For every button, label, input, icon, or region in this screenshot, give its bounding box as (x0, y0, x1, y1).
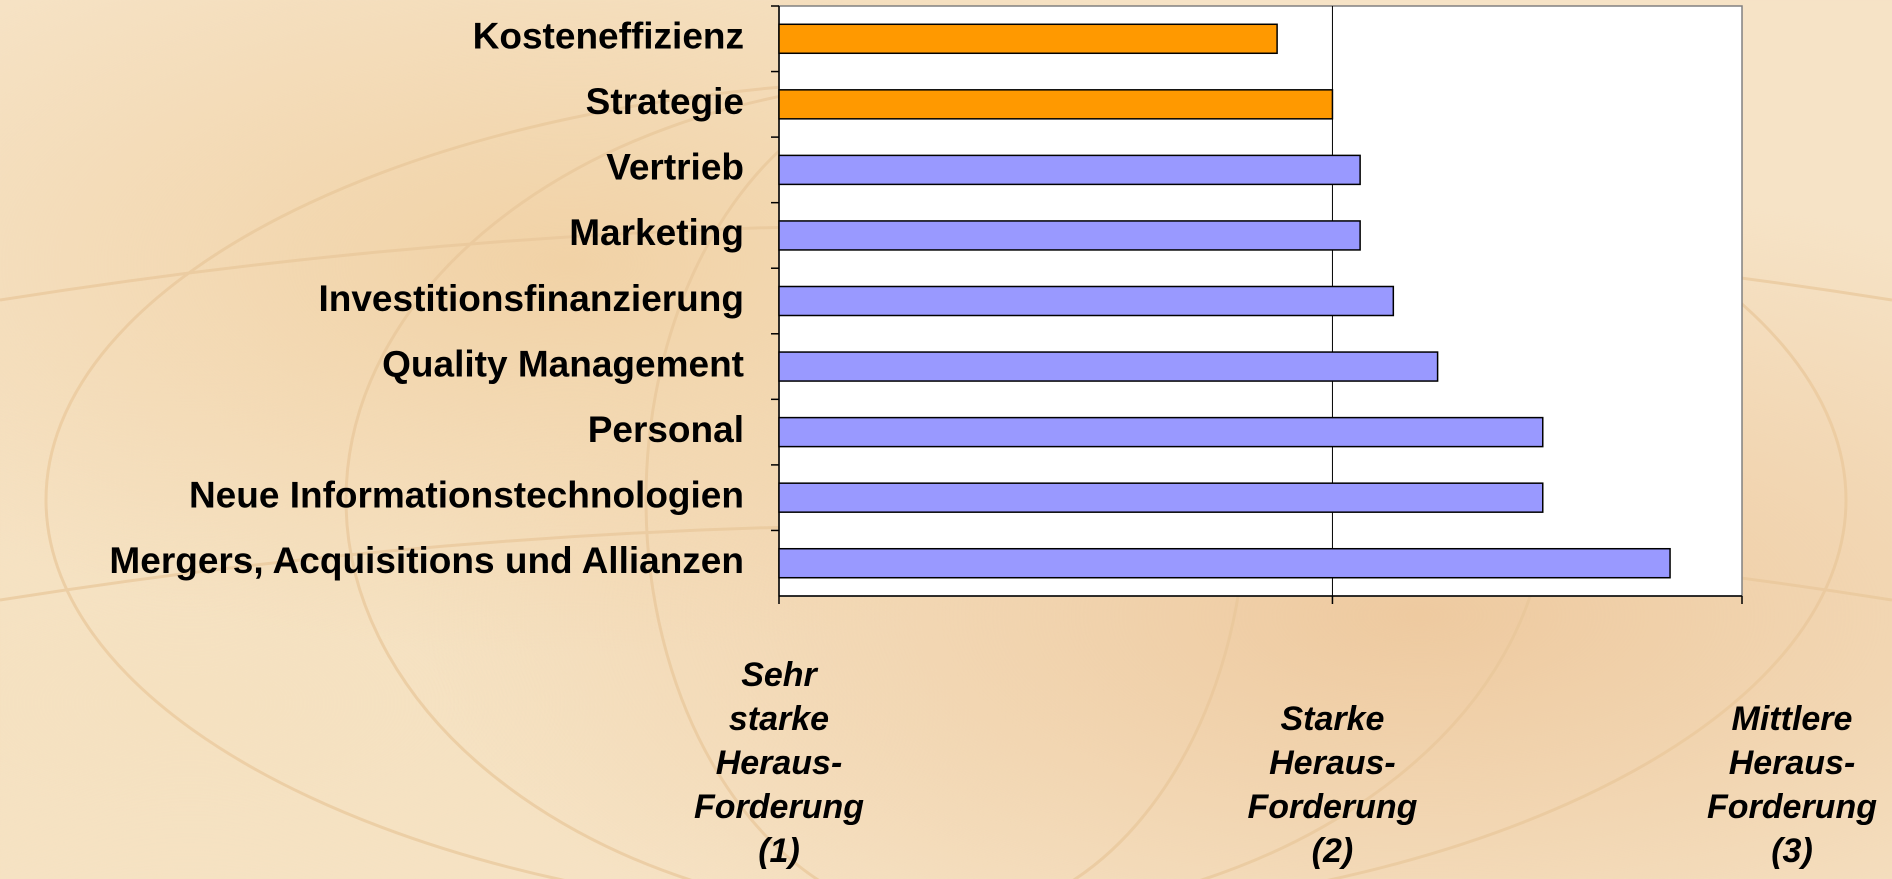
bar (778, 351, 1439, 382)
bar (778, 154, 1361, 186)
y-tick-label: Personal (588, 409, 744, 450)
bar (778, 482, 1544, 513)
y-tick-label: Kosteneffizienz (473, 16, 744, 57)
bar (778, 220, 1361, 251)
bar (778, 547, 1671, 579)
x-tick-label: Sehr starke Heraus- Forderung (1) (694, 656, 864, 870)
y-tick-label: Vertrieb (606, 147, 744, 188)
y-tick-label: Mergers, Acquisitions und Allianzen (109, 540, 744, 581)
bar (778, 23, 1278, 55)
y-tick-label: Quality Management (382, 343, 744, 384)
bar (778, 416, 1544, 448)
y-tick-label: Neue Informationstechnologien (189, 474, 744, 515)
bar (778, 89, 1334, 120)
bar (778, 285, 1395, 317)
y-tick-label: Strategie (586, 81, 744, 122)
x-end-label: Mittlere Heraus- Forderung (3) (1707, 700, 1877, 870)
y-tick-label: Marketing (569, 212, 744, 253)
x-tick-label: Starke Heraus- Forderung (2) (1247, 700, 1418, 870)
y-tick-label: Investitionsfinanzierung (318, 278, 744, 319)
